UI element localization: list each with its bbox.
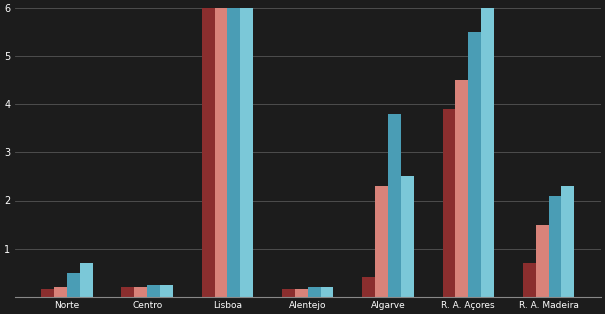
Bar	[308, 287, 321, 297]
Bar	[456, 80, 468, 297]
Bar	[160, 285, 173, 297]
Bar	[122, 287, 134, 297]
Bar	[523, 263, 535, 297]
Bar	[54, 287, 67, 297]
Bar	[201, 0, 215, 297]
Bar	[442, 109, 456, 297]
Bar	[468, 32, 481, 297]
Bar	[561, 186, 574, 297]
Bar	[295, 290, 308, 297]
Bar	[227, 0, 240, 297]
Bar	[282, 290, 295, 297]
Bar	[80, 263, 93, 297]
Bar	[401, 176, 414, 297]
Bar	[375, 186, 388, 297]
Bar	[215, 0, 227, 297]
Bar	[240, 0, 253, 297]
Bar	[535, 225, 549, 297]
Bar	[481, 0, 494, 297]
Bar	[549, 196, 561, 297]
Bar	[147, 285, 160, 297]
Bar	[134, 287, 147, 297]
Bar	[67, 273, 80, 297]
Bar	[362, 278, 375, 297]
Bar	[388, 114, 401, 297]
Bar	[41, 290, 54, 297]
Bar	[321, 287, 333, 297]
